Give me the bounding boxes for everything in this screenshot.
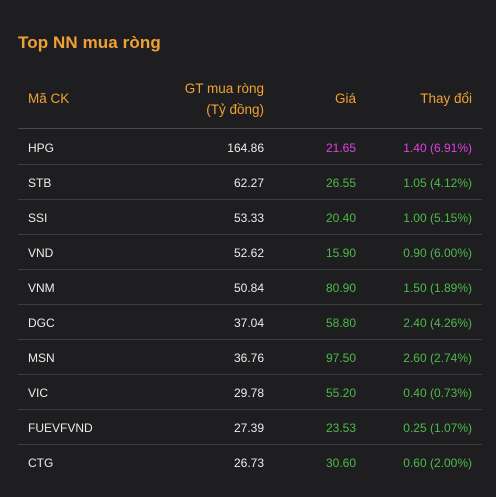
panel-title: Top NN mua ròng xyxy=(18,33,161,52)
header-change[interactable]: Thay đổi xyxy=(420,91,472,106)
row-stock-code[interactable]: MSN xyxy=(28,351,55,365)
row-change: 2.60 (2.74%) xyxy=(403,351,472,365)
row-stock-code[interactable]: VNM xyxy=(28,281,55,295)
row-net-buy-value: 53.33 xyxy=(233,211,264,225)
row-change: 0.40 (0.73%) xyxy=(403,386,472,400)
row-net-buy-value: 26.73 xyxy=(233,456,264,470)
table-row[interactable]: VNM 50.84 80.90 1.50 (1.89%) xyxy=(18,270,482,305)
row-stock-code[interactable]: VND xyxy=(28,246,54,260)
row-stock-code[interactable]: HPG xyxy=(28,141,55,155)
row-price: 23.53 xyxy=(325,421,356,435)
row-stock-code[interactable]: CTG xyxy=(28,456,54,470)
row-stock-code[interactable]: SSI xyxy=(28,211,48,225)
row-net-buy-value: 37.04 xyxy=(233,316,264,330)
row-change: 1.00 (5.15%) xyxy=(403,211,472,225)
table-row[interactable]: MSN 36.76 97.50 2.60 (2.74%) xyxy=(18,340,482,375)
row-net-buy-value: 36.76 xyxy=(233,351,264,365)
table-row[interactable]: SSI 53.33 20.40 1.00 (5.15%) xyxy=(18,200,482,235)
row-change: 0.25 (1.07%) xyxy=(403,421,472,435)
table-row[interactable]: STB 62.27 26.55 1.05 (4.12%) xyxy=(18,165,482,200)
row-price: 20.40 xyxy=(325,211,356,225)
row-net-buy-value: 29.78 xyxy=(233,386,264,400)
row-stock-code[interactable]: VIC xyxy=(28,386,49,400)
table-row[interactable]: FUEVFVND 27.39 23.53 0.25 (1.07%) xyxy=(18,410,482,445)
row-price: 15.90 xyxy=(325,246,356,260)
row-price: 58.80 xyxy=(325,316,356,330)
table-row[interactable]: DGC 37.04 58.80 2.40 (4.26%) xyxy=(18,305,482,340)
table-row[interactable]: CTG 26.73 30.60 0.60 (2.00%) xyxy=(18,445,482,479)
row-stock-code[interactable]: STB xyxy=(28,176,52,190)
row-change: 0.60 (2.00%) xyxy=(403,456,472,470)
row-price: 55.20 xyxy=(325,386,356,400)
row-stock-code[interactable]: DGC xyxy=(28,316,55,330)
row-price: 97.50 xyxy=(325,351,356,365)
table-header: Mã CK GT mua ròng (Tỷ đồng) Giá Thay đổi xyxy=(18,78,482,129)
header-net-buy-value-line1: GT mua ròng xyxy=(184,81,264,96)
row-net-buy-value: 164.86 xyxy=(227,141,264,155)
header-net-buy-value[interactable]: GT mua ròng (Tỷ đồng) xyxy=(185,78,264,120)
row-price: 80.90 xyxy=(325,281,356,295)
table-row[interactable]: HPG 164.86 21.65 1.40 (6.91%) xyxy=(18,130,482,165)
row-change: 1.50 (1.89%) xyxy=(403,281,472,295)
row-change: 2.40 (4.26%) xyxy=(403,316,472,330)
table-row[interactable]: VIC 29.78 55.20 0.40 (0.73%) xyxy=(18,375,482,410)
table-body: HPG 164.86 21.65 1.40 (6.91%) STB 62.27 … xyxy=(18,130,482,479)
header-price[interactable]: Giá xyxy=(334,91,356,106)
row-price: 30.60 xyxy=(325,456,356,470)
row-net-buy-value: 52.62 xyxy=(233,246,264,260)
row-net-buy-value: 62.27 xyxy=(233,176,264,190)
row-price: 21.65 xyxy=(325,141,356,155)
table-row[interactable]: VND 52.62 15.90 0.90 (6.00%) xyxy=(18,235,482,270)
row-stock-code[interactable]: FUEVFVND xyxy=(28,421,93,435)
row-price: 26.55 xyxy=(325,176,356,190)
header-stock-code[interactable]: Mã CK xyxy=(28,91,70,106)
row-net-buy-value: 50.84 xyxy=(233,281,264,295)
row-change: 1.40 (6.91%) xyxy=(403,141,472,155)
row-change: 0.90 (6.00%) xyxy=(403,246,472,260)
header-net-buy-value-line2: (Tỷ đồng) xyxy=(206,102,264,117)
row-change: 1.05 (4.12%) xyxy=(403,176,472,190)
row-net-buy-value: 27.39 xyxy=(233,421,264,435)
